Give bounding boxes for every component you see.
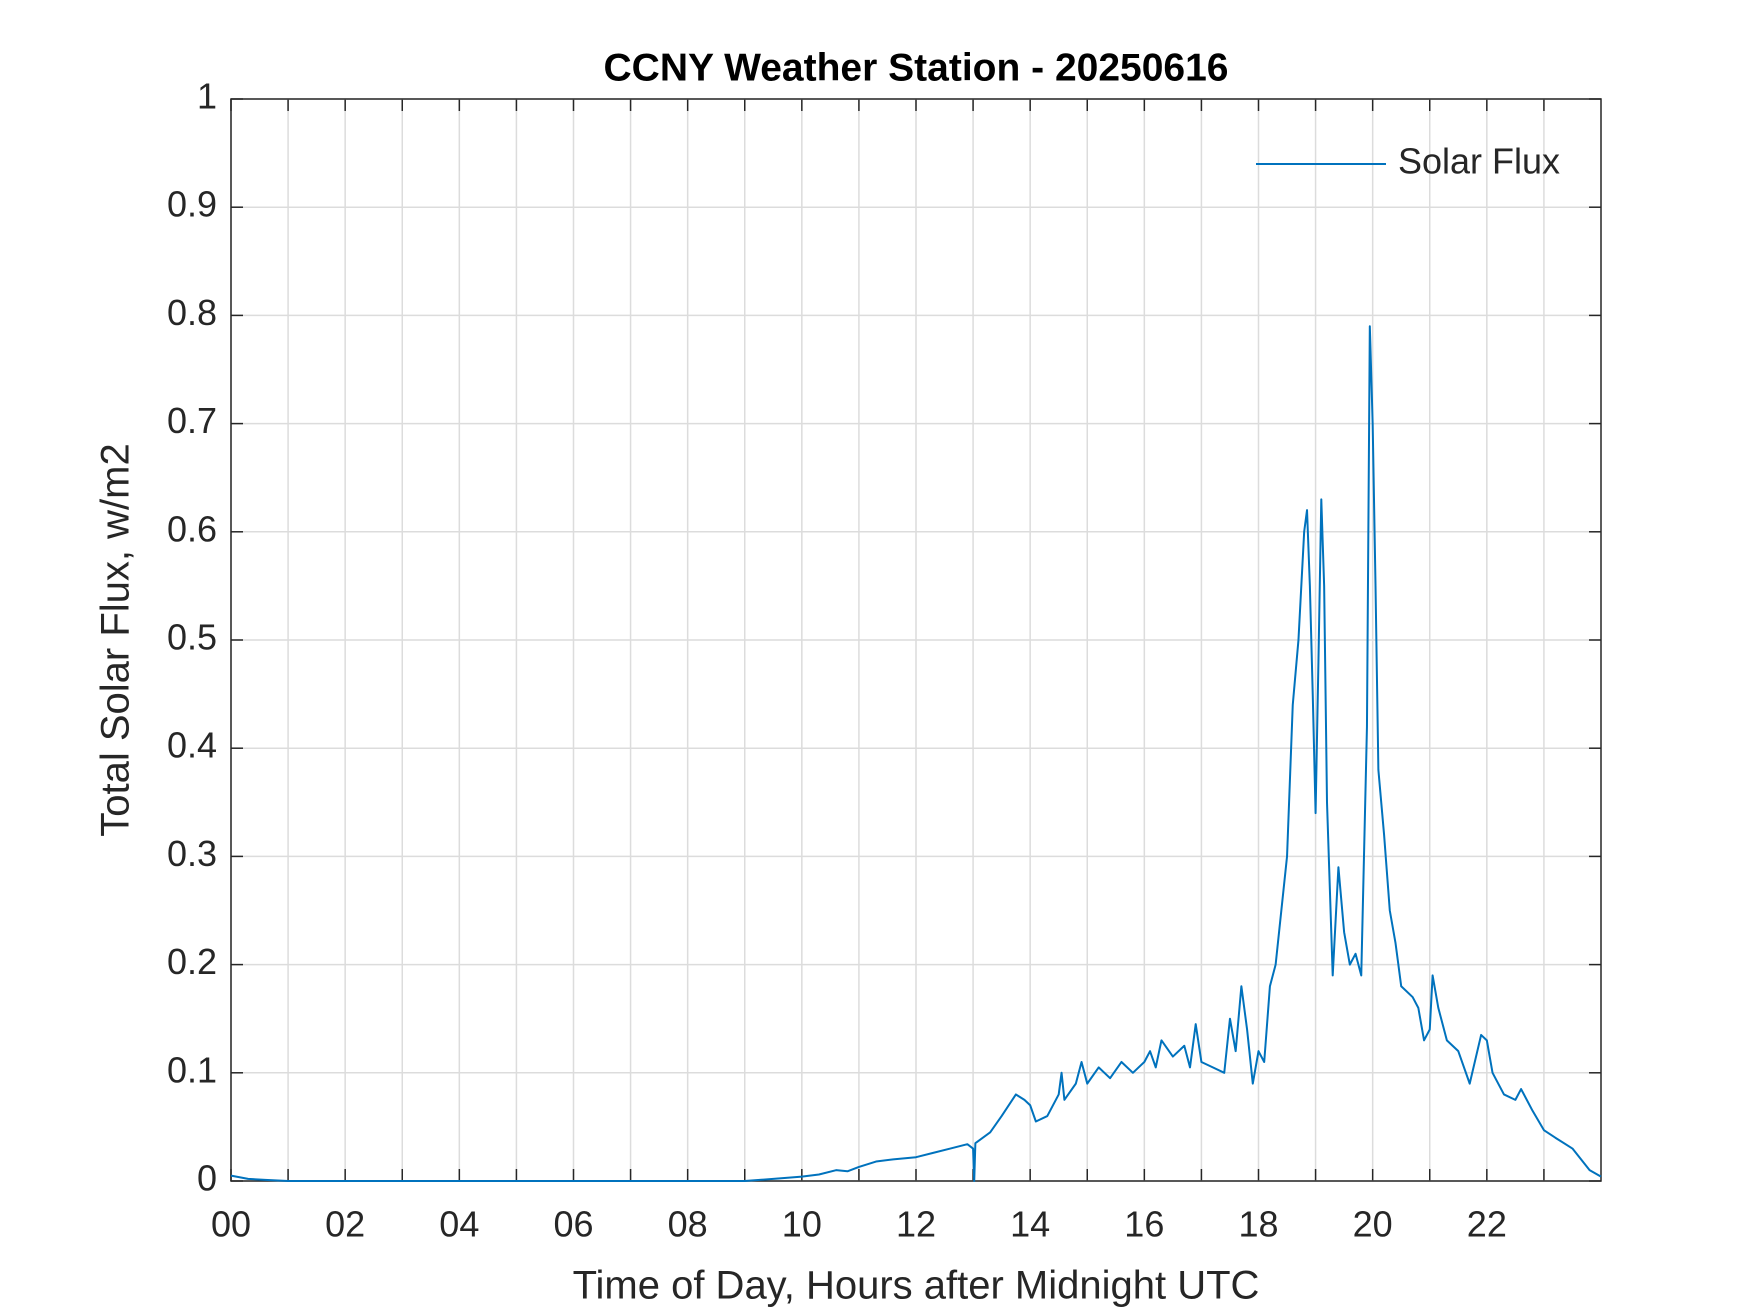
x-tick-label: 06 bbox=[553, 1204, 593, 1245]
x-tick-label: 18 bbox=[1238, 1204, 1278, 1245]
x-tick-label: 14 bbox=[1010, 1204, 1050, 1245]
x-tick-label: 22 bbox=[1467, 1204, 1507, 1245]
x-tick-label: 12 bbox=[896, 1204, 936, 1245]
data-line bbox=[230, 325, 1602, 1182]
y-tick-label: 0 bbox=[197, 1158, 217, 1199]
x-tick-label: 08 bbox=[668, 1204, 708, 1245]
y-tick-label: 0.3 bbox=[167, 833, 217, 874]
y-tick-label: 0.8 bbox=[167, 292, 217, 333]
y-tick-label: 0.4 bbox=[167, 725, 217, 766]
plot-frame bbox=[230, 98, 1602, 1182]
y-tick-label: 0.1 bbox=[167, 1049, 217, 1090]
x-axis-label: Time of Day, Hours after Midnight UTC bbox=[573, 1264, 1260, 1308]
y-tick-label: 0.5 bbox=[167, 617, 217, 658]
y-tick-label: 1 bbox=[197, 76, 217, 117]
y-tick-label: 0.7 bbox=[167, 400, 217, 441]
y-tick-label: 0.6 bbox=[167, 508, 217, 549]
x-tick-label: 00 bbox=[211, 1204, 251, 1245]
x-tick-label: 16 bbox=[1124, 1204, 1164, 1245]
y-tick-label: 0.2 bbox=[167, 941, 217, 982]
y-tick-label: 0.9 bbox=[167, 184, 217, 225]
x-tick-label: 10 bbox=[782, 1204, 822, 1245]
y-axis-label: Total Solar Flux, w/m2 bbox=[94, 443, 138, 836]
x-tick-label: 04 bbox=[439, 1204, 479, 1245]
x-tick-label: 20 bbox=[1353, 1204, 1393, 1245]
legend-label: Solar Flux bbox=[1398, 141, 1560, 182]
x-tick-label: 02 bbox=[325, 1204, 365, 1245]
chart-title: CCNY Weather Station - 20250616 bbox=[604, 46, 1229, 89]
